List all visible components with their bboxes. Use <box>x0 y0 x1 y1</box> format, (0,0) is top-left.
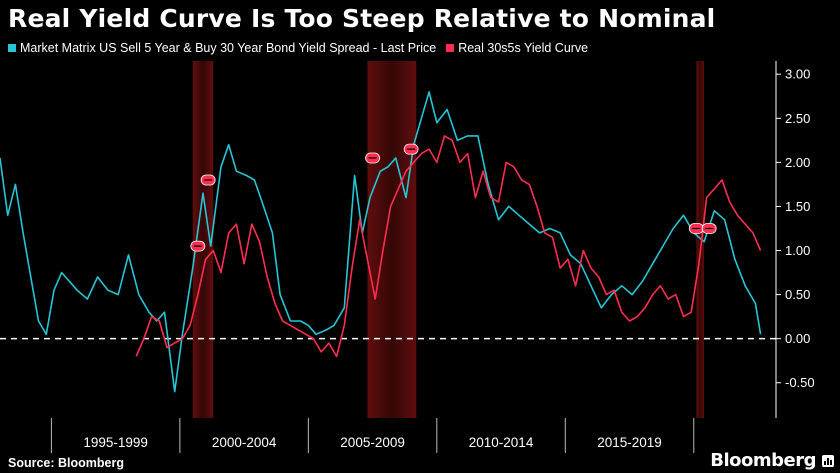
legend-swatch-spread <box>8 44 16 52</box>
y-tick-label: 1.00 <box>785 243 810 258</box>
annotation-marker-2 <box>365 152 380 164</box>
y-tick-label: 0.00 <box>785 331 810 346</box>
y-tick-label: 2.00 <box>785 155 810 170</box>
annotation-marker-4 <box>688 223 704 234</box>
axes: 3.00 2.50 2.00 1.50 1.00 0.50 0.00 -0.50 1995-19… <box>0 61 815 453</box>
annotations <box>190 143 717 252</box>
annotation-marker-3 <box>403 143 419 155</box>
chart-title: Real Yield Curve Is Too Steep Relative t… <box>8 4 716 33</box>
bloomberg-chart-icon <box>822 455 834 467</box>
recession-band-1 <box>367 61 417 418</box>
x-period-label: 2015-2019 <box>597 435 662 450</box>
y-tick-label: -0.50 <box>785 375 815 390</box>
y-tick-label: 2.50 <box>785 111 810 126</box>
legend-item-spread: Market Matrix US Sell 5 Year & Buy 30 Ye… <box>8 41 436 55</box>
legend-label-real-curve: Real 30s5s Yield Curve <box>458 41 589 55</box>
annotation-marker-0 <box>200 174 216 186</box>
recession-band-2 <box>696 61 705 418</box>
recession-band-0 <box>192 61 214 418</box>
y-tick-label: 0.50 <box>785 287 810 302</box>
x-period-label: 2010-2014 <box>469 435 534 450</box>
annotation-marker-1 <box>190 240 206 252</box>
series-lines <box>0 91 762 393</box>
x-period-label: 1995-1999 <box>83 435 148 450</box>
bloomberg-logo: Bloomberg <box>710 450 816 471</box>
legend-swatch-real-curve <box>446 44 455 52</box>
x-period-label: 2005-2009 <box>340 435 405 450</box>
y-tick-label: 3.00 <box>785 67 810 82</box>
source-note: Source: Bloomberg <box>8 456 124 470</box>
x-period-label: 2000-2004 <box>212 435 277 450</box>
recession-bands <box>192 61 705 418</box>
y-tick-label: 1.50 <box>785 199 810 214</box>
legend-label-spread: Market Matrix US Sell 5 Year & Buy 30 Ye… <box>20 41 437 55</box>
legend-item-real-curve: Real 30s5s Yield Curve <box>446 41 588 55</box>
legend: Market Matrix US Sell 5 Year & Buy 30 Ye… <box>8 41 598 55</box>
series-line-1 <box>135 135 762 358</box>
annotation-marker-5 <box>701 223 717 234</box>
